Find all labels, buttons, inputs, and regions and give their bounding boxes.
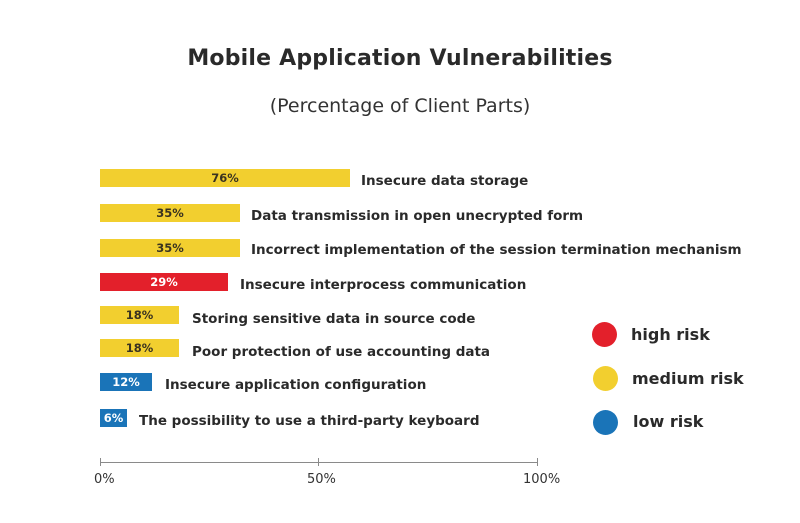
bar-label: Incorrect implementation of the session … [251,242,742,258]
x-tick-label: 0% [94,472,115,487]
bar-data-transmission: 35% [100,204,240,222]
legend-medium-risk-icon [593,366,618,391]
bar-label: Insecure data storage [361,173,529,189]
bar-accounting-data: 18% [100,339,179,357]
bar-label: Insecure application configuration [165,377,427,393]
bar-label: Storing sensitive data in source code [192,311,476,327]
legend-high-risk-icon [592,322,617,347]
bar-label: Data transmission in open unecrypted for… [251,208,584,224]
x-tick [537,458,538,466]
bar-third-party-keyboard: 6% [100,409,127,427]
x-tick-label: 100% [523,472,561,487]
bar-label: Poor protection of use accounting data [192,344,491,360]
bar-sensitive-data-source-code: 18% [100,306,179,324]
legend-label-medium: medium risk [632,369,744,388]
legend-label-high: high risk [631,325,710,344]
bar-session-termination: 35% [100,239,240,257]
bar-label: Insecure interprocess communication [240,277,527,293]
legend-low-risk-icon [593,410,618,435]
x-tick [100,458,101,466]
x-tick-label: 50% [307,472,336,487]
legend-label-low: low risk [633,412,704,431]
x-axis [100,462,538,463]
bar-interprocess-communication: 29% [100,273,228,291]
bar-app-configuration: 12% [100,373,152,391]
bar-label: The possibility to use a third-party key… [139,413,480,429]
bar-insecure-data-storage: 76% [100,169,350,187]
chart-title: Mobile Application Vulnerabilities [187,46,613,71]
chart-subtitle: (Percentage of Client Parts) [269,95,531,117]
x-tick [318,458,319,466]
